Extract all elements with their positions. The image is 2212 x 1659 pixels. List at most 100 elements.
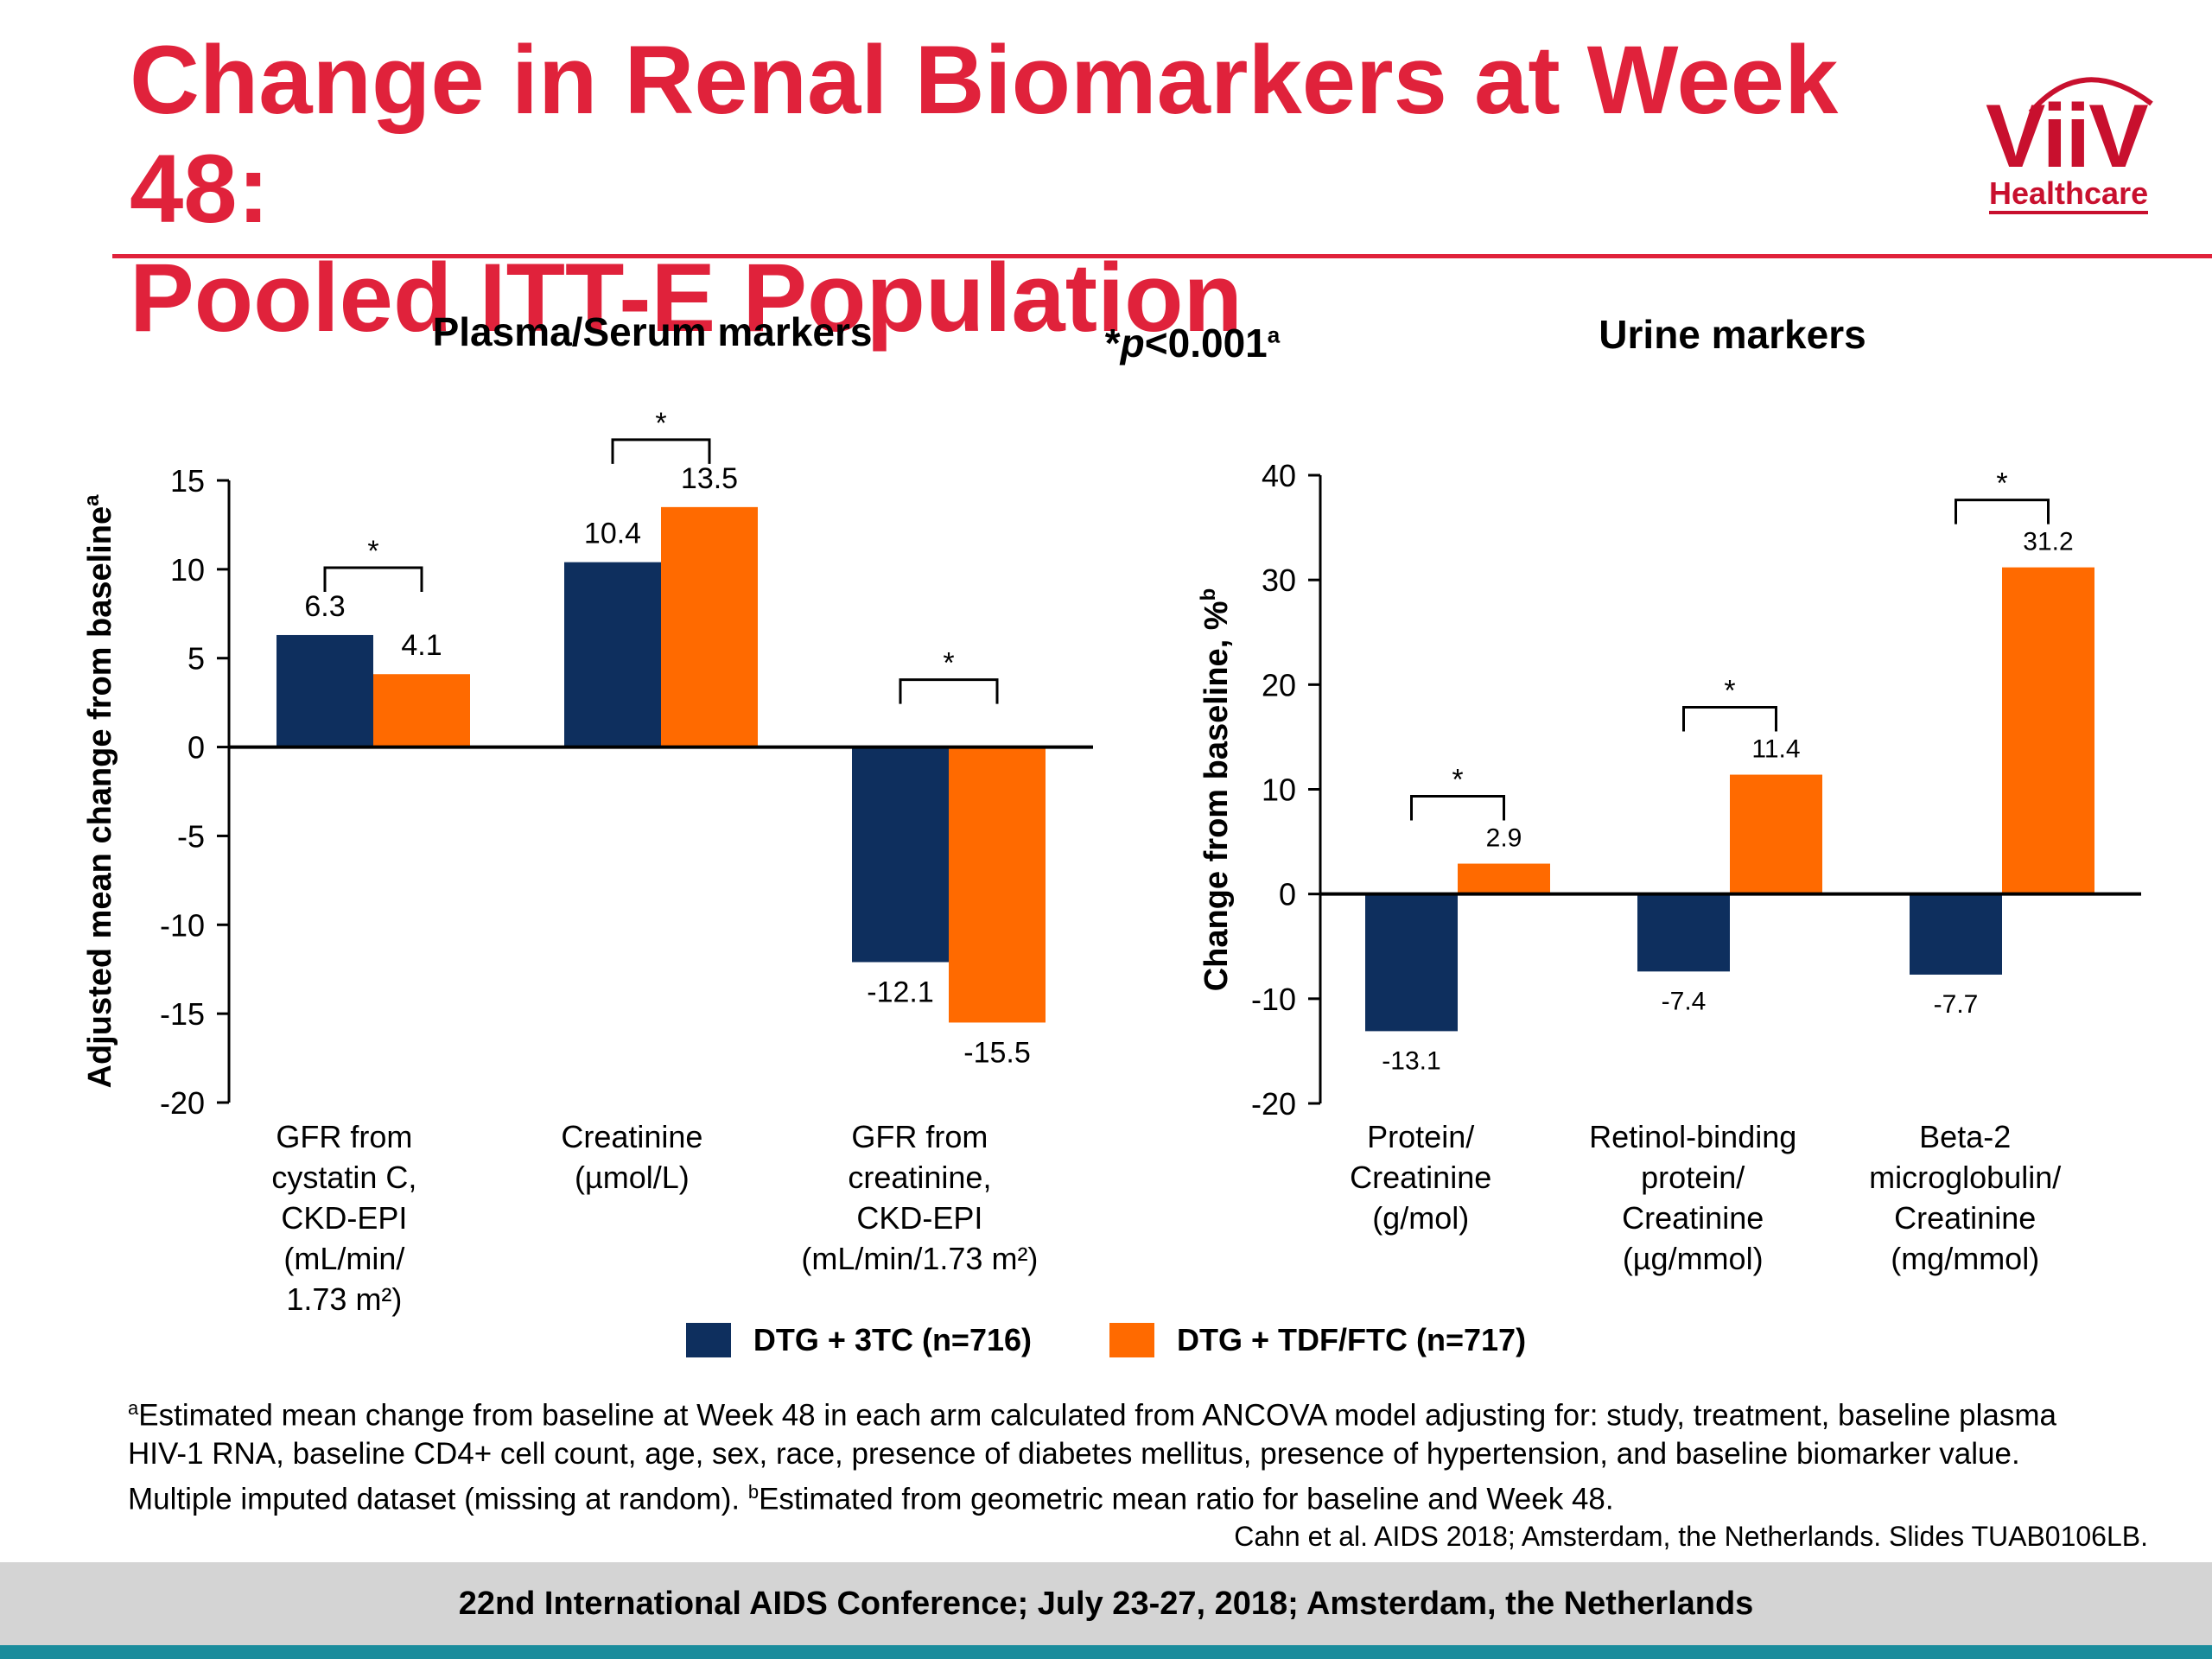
footnote-text-2: Estimated from geometric mean ratio for … xyxy=(759,1482,1614,1516)
urine-y-tick-label: -20 xyxy=(1251,1086,1296,1122)
footnote-text-1: Estimated mean change from baseline at W… xyxy=(128,1398,2056,1516)
urine-data-label: -13.1 xyxy=(1382,1046,1440,1075)
urine-bar xyxy=(1365,893,1458,1032)
p-value-threshold: <0.001 xyxy=(1144,321,1268,365)
title-line-2: Pooled ITT-E Population xyxy=(130,244,1243,352)
plasma-category-label: (µmol/L) xyxy=(575,1160,690,1195)
plasma-data-label: -12.1 xyxy=(867,976,934,1008)
plasma-category-label: GFR from xyxy=(276,1119,412,1154)
plasma-bar xyxy=(564,562,661,747)
legend-label-dtg-tdf: DTG + TDF/FTC (n=717) xyxy=(1177,1322,1527,1357)
urine-category-label: Beta-2 xyxy=(1919,1119,2011,1154)
urine-category-label: Creatinine xyxy=(1894,1200,2036,1236)
urine-y-tick-label: 10 xyxy=(1262,772,1296,808)
plasma-category-label: Creatinine xyxy=(561,1119,702,1154)
plasma-category-label: GFR from xyxy=(851,1119,988,1154)
footer-strip xyxy=(0,1645,2212,1659)
plasma-y-axis-label-sup: a xyxy=(80,494,104,506)
legend-label-dtg-3tc: DTG + 3TC (n=716) xyxy=(753,1322,1033,1357)
plasma-y-tick-label: 0 xyxy=(188,730,205,766)
legend-swatch-dtg-tdf xyxy=(1109,1323,1155,1357)
urine-data-label: 31.2 xyxy=(2023,528,2073,556)
urine-category-label: (mg/mmol) xyxy=(1891,1241,2039,1276)
legend: DTG + 3TC (n=716) DTG + TDF/FTC (n=717) xyxy=(0,1322,2212,1365)
p-value-p: p xyxy=(1120,321,1145,365)
urine-data-label: -7.7 xyxy=(1934,990,1979,1019)
urine-data-label: -7.4 xyxy=(1662,987,1707,1015)
urine-y-tick-label: -10 xyxy=(1251,982,1296,1017)
charts-area: Plasma/Serum markers Adjusted mean change… xyxy=(80,309,2141,1317)
urine-significance-bracket xyxy=(1955,499,2050,524)
urine-category-label: (g/mol) xyxy=(1372,1200,1469,1236)
urine-y-tick-label: 0 xyxy=(1279,877,1296,912)
plasma-category-label: (mL/min/1.73 m²) xyxy=(801,1241,1038,1276)
plasma-y-tick-label: -20 xyxy=(160,1085,205,1121)
footnote-sup-a: a xyxy=(128,1397,139,1419)
plasma-bar xyxy=(949,747,1046,1023)
plasma-category-label: CKD-EPI xyxy=(856,1200,982,1236)
plasma-bar xyxy=(661,506,758,747)
legend-item-dtg-3tc: DTG + 3TC (n=716) xyxy=(685,1322,1033,1358)
plasma-bar xyxy=(852,747,949,963)
p-value-star: * xyxy=(1104,321,1121,365)
urine-category-label: Protein/ xyxy=(1367,1119,1474,1154)
urine-category-label: microglobulin/ xyxy=(1869,1160,2061,1195)
plasma-y-axis-label: Adjusted mean change from baselinea xyxy=(80,494,118,1089)
plasma-significance-star: * xyxy=(655,407,666,440)
slide-title: Change in Renal Biomarkers at Week 48: P… xyxy=(130,26,1910,353)
title-rule xyxy=(112,254,2212,258)
plasma-significance-bracket xyxy=(611,438,711,464)
plasma-data-label: 10.4 xyxy=(584,518,641,550)
plasma-category-label: cystatin C, xyxy=(271,1160,416,1195)
urine-category-label: Retinol-binding xyxy=(1589,1119,1796,1154)
plasma-data-label: 4.1 xyxy=(401,629,442,662)
urine-category-label: (µg/mmol) xyxy=(1623,1241,1764,1276)
urine-y-axis-label-sup: b xyxy=(1197,588,1220,601)
urine-y-tick-label: 30 xyxy=(1262,563,1296,598)
urine-bar xyxy=(1730,774,1822,894)
plasma-chart-title: Plasma/Serum markers xyxy=(433,309,873,354)
logo-text: ViiV xyxy=(1986,86,2149,187)
conference-footer: 22nd International AIDS Conference; July… xyxy=(0,1562,2212,1645)
urine-data-label: 2.9 xyxy=(1486,824,1522,853)
logo-arc-icon xyxy=(2028,77,2153,114)
plasma-y-tick-label: 15 xyxy=(170,463,205,499)
urine-significance-star: * xyxy=(1724,675,1735,708)
plasma-significance-star: * xyxy=(367,535,378,568)
urine-bar xyxy=(1910,893,2002,975)
urine-bar xyxy=(1637,893,1730,972)
plasma-y-tick-label: -10 xyxy=(160,907,205,943)
plasma-y-tick-label: -15 xyxy=(160,996,205,1032)
plasma-data-label: -15.5 xyxy=(963,1036,1031,1069)
plasma-bar xyxy=(276,634,373,747)
plasma-category-label: creatinine, xyxy=(848,1160,991,1195)
plasma-data-label: 6.3 xyxy=(304,590,345,623)
urine-y-tick-label: 40 xyxy=(1262,458,1296,493)
footnote-sup-b: b xyxy=(747,1480,760,1503)
legend-item-dtg-tdf: DTG + TDF/FTC (n=717) xyxy=(1109,1322,1526,1358)
legend-swatch-dtg-3tc xyxy=(685,1323,731,1357)
viiv-logo: ViiV Healthcare xyxy=(1979,52,2160,216)
plasma-significance-star: * xyxy=(943,647,954,680)
urine-y-axis-label: Change from baseline, %b xyxy=(1197,588,1235,992)
urine-data-label: 11.4 xyxy=(1751,735,1800,764)
plasma-category-label: CKD-EPI xyxy=(281,1200,407,1236)
plasma-significance-bracket xyxy=(323,566,423,592)
urine-category-label: Creatinine xyxy=(1350,1160,1491,1195)
urine-significance-star: * xyxy=(1452,764,1463,797)
plasma-y-tick-label: 5 xyxy=(188,641,205,677)
p-value-sup: a xyxy=(1267,321,1281,348)
plasma-significance-bracket xyxy=(899,678,999,704)
p-value-note: *p<0.001a xyxy=(1063,320,1322,366)
plasma-y-tick-label: 10 xyxy=(170,552,205,588)
urine-significance-bracket xyxy=(1410,795,1505,821)
title-line-1: Change in Renal Biomarkers at Week 48: xyxy=(130,26,1839,243)
citation: Cahn et al. AIDS 2018; Amsterdam, the Ne… xyxy=(1234,1521,2148,1552)
urine-bar xyxy=(1458,863,1550,894)
urine-category-label: protein/ xyxy=(1641,1160,1745,1195)
urine-chart-title: Urine markers xyxy=(1599,312,1866,357)
plasma-bar xyxy=(373,674,470,747)
footnote: aEstimated mean change from baseline at … xyxy=(128,1389,2115,1518)
urine-y-tick-label: 20 xyxy=(1262,667,1296,702)
plasma-data-label: 13.5 xyxy=(681,462,738,495)
